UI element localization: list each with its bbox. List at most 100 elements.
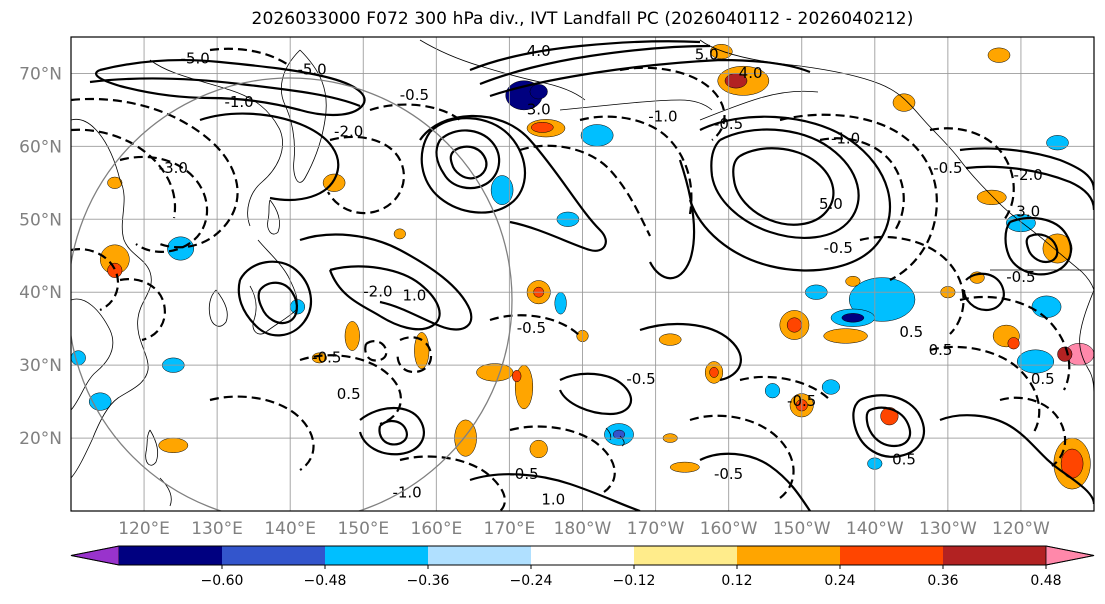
shaded-region <box>710 44 733 60</box>
shaded-region <box>841 313 865 323</box>
shaded-region <box>845 275 861 287</box>
contour-dashed <box>399 455 506 511</box>
shaded-region <box>786 317 802 333</box>
contour-label: -0.5 <box>933 159 962 177</box>
contour-solid <box>449 145 488 180</box>
shaded-region <box>1046 135 1069 151</box>
contour-solid <box>865 406 912 448</box>
longitude-label: 120°E <box>118 519 170 539</box>
contour-label: 1.0 <box>541 491 565 509</box>
colorbar-segment <box>222 546 326 565</box>
contour-dashed <box>119 155 209 253</box>
longitude-label: 140°E <box>264 519 316 539</box>
colorbar-tick-label: 0.24 <box>824 573 855 589</box>
contour-dashed <box>119 278 166 342</box>
contour-label: -0.5 <box>509 465 538 483</box>
shaded-region <box>821 379 840 395</box>
contour-dashed <box>71 248 120 312</box>
contour-label: 0.5 <box>929 341 953 359</box>
contour-solid <box>469 40 701 72</box>
shaded-region <box>531 122 554 133</box>
shaded-region <box>580 124 614 147</box>
coastline-japan-north <box>267 199 280 235</box>
colorbar-tick-label: −0.36 <box>407 573 450 589</box>
colorbar-segment <box>119 546 223 565</box>
contour-dashed <box>739 375 831 401</box>
colorbar-tick-label: 0.36 <box>927 573 958 589</box>
contour-solid <box>435 129 501 190</box>
shaded-region <box>1016 349 1055 374</box>
contour-solid <box>1025 233 1059 264</box>
coastline-aleutians <box>559 99 713 111</box>
latitude-labels: 70°N 60°N 50°N 40°N 30°N 20°N <box>19 65 62 450</box>
contour-label: 3.0 <box>1016 203 1040 221</box>
coastline-hawaii <box>605 427 625 447</box>
colorbar-tick-label: −0.12 <box>613 573 656 589</box>
latitude-label: 70°N <box>19 65 62 85</box>
longitude-label: 120°W <box>992 519 1050 539</box>
contour-label: -2.0 <box>363 283 392 301</box>
coastline-korea <box>208 289 228 327</box>
coastline-asia-inner <box>71 298 114 411</box>
contour-solid <box>962 272 1005 312</box>
contour-label: -1.0 <box>224 93 253 111</box>
coastline-kamchatka <box>280 49 327 183</box>
contour-label: 0.5 <box>892 451 916 469</box>
colorbar-segment <box>943 546 1047 565</box>
contour-label: -2.0 <box>334 122 363 140</box>
contour-solid <box>257 281 298 325</box>
longitude-label: 130°W <box>919 519 977 539</box>
contour-solid <box>699 452 811 511</box>
map-frame <box>70 36 1095 512</box>
shaded-region <box>476 363 514 382</box>
contour-label: 5.0 <box>819 195 843 213</box>
colorbar-segment <box>531 546 635 565</box>
contour-label: -1.0 <box>831 130 860 148</box>
shaded-region <box>414 332 430 370</box>
contour-solid <box>558 372 633 416</box>
contour-solid <box>94 58 366 117</box>
shaded-region <box>344 321 360 351</box>
contour-dashed <box>779 113 938 281</box>
colorbar-tick-label: 0.12 <box>721 573 752 589</box>
contour-dashed <box>327 135 405 215</box>
shaded-region <box>529 439 548 459</box>
contour-solid <box>852 394 926 458</box>
contours <box>89 40 1094 511</box>
contour-labels: 4.0 5.0 4.0 -5.0 -5.0 -1.0 -0.5 3.0 -1.0 -0.5 -2.0… <box>159 42 1055 509</box>
contour-solid <box>420 117 527 214</box>
contour-solid <box>649 159 696 280</box>
longitude-label: 170°E <box>484 519 536 539</box>
contour-label: 4.0 <box>527 42 551 60</box>
contour-label: -1.0 <box>392 483 421 501</box>
contour-solid <box>299 233 473 331</box>
shaded-region <box>612 429 626 440</box>
contour-label: -0.5 <box>787 392 816 410</box>
shaded-region <box>167 236 195 261</box>
contour-solid <box>688 115 892 272</box>
contour-solid <box>479 44 711 86</box>
contour-label: 5.0 <box>695 46 719 64</box>
shaded-region <box>554 292 567 315</box>
contour-label: -0.5 <box>626 370 655 388</box>
contour-label: -0.5 <box>714 115 743 133</box>
contour-dashed <box>999 396 1067 467</box>
contour-dashed <box>929 345 1041 433</box>
contour-dashed <box>364 340 388 362</box>
shaded-region <box>393 228 406 240</box>
contour-dashed <box>929 127 1015 221</box>
longitude-label: 150°W <box>773 519 831 539</box>
contour-dashed <box>396 336 433 374</box>
longitude-label: 150°E <box>337 519 389 539</box>
shaded-region <box>107 176 123 189</box>
contour-solid <box>965 165 1094 211</box>
longitude-labels: 120°E 130°E 140°E 150°E 160°E 170°E 180°W 170°W… <box>118 519 1050 539</box>
shaded-region <box>512 370 522 383</box>
shaded-region <box>1057 346 1073 362</box>
map-plot-area[interactable]: 4.0 5.0 4.0 -5.0 -5.0 -1.0 -0.5 3.0 -1.0 -0.5 -2.0… <box>68 37 1094 522</box>
colorbar-extend-high <box>1045 545 1095 566</box>
latitude-label: 50°N <box>19 210 62 230</box>
shaded-region <box>669 461 700 473</box>
contour-label: -0.5 <box>714 465 743 483</box>
